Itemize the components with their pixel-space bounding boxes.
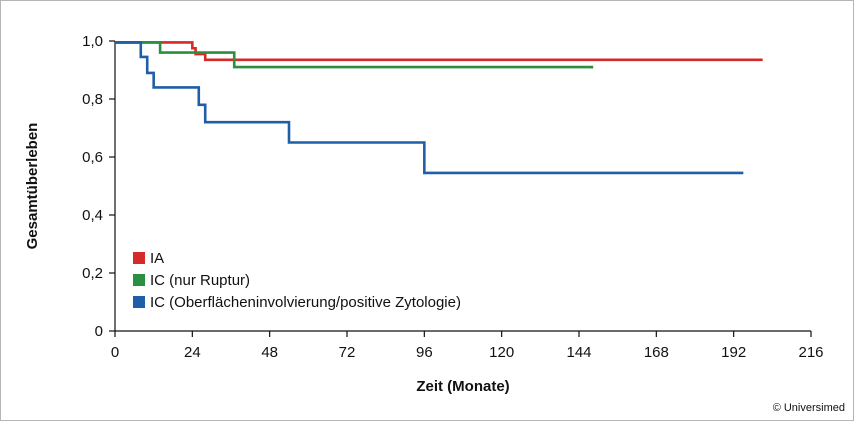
- y-tick-label: 1,0: [82, 33, 103, 50]
- legend: IA IC (nur Ruptur) IC (Oberflächeninvolvie…: [133, 250, 461, 311]
- y-tick-label: 0,8: [82, 91, 103, 108]
- credit-text: © Universimed: [773, 402, 845, 414]
- x-tick-label: 0: [111, 344, 119, 361]
- x-tick-label: 120: [489, 344, 514, 361]
- x-tick-label: 96: [416, 344, 433, 361]
- legend-swatch: [133, 252, 145, 264]
- x-tick-label: 216: [798, 344, 823, 361]
- x-tick-label: 72: [339, 344, 356, 361]
- x-tick-label: 144: [566, 344, 591, 361]
- axes: [114, 41, 811, 332]
- series-lines: [115, 41, 763, 175]
- legend-label: IC (Oberflächeninvolvierung/positive Zyt…: [150, 294, 461, 311]
- series-line-3: [115, 41, 744, 175]
- x-tick-label: 192: [721, 344, 746, 361]
- y-ticks: 0 0,2 0,4 0,6 0,8 1,0: [82, 33, 115, 340]
- legend-label: IA: [150, 250, 164, 267]
- legend-label: IC (nur Ruptur): [150, 272, 250, 289]
- x-axis-title: Zeit (Monate): [416, 378, 509, 395]
- legend-swatch: [133, 274, 145, 286]
- series-line-2: [115, 41, 594, 69]
- x-tick-label: 48: [261, 344, 278, 361]
- y-tick-label: 0: [95, 323, 103, 340]
- legend-swatch: [133, 296, 145, 308]
- x-tick-label: 168: [644, 344, 669, 361]
- x-tick-label: 24: [184, 344, 201, 361]
- y-tick-label: 0,6: [82, 149, 103, 166]
- x-ticks: 0 24 48 72 96 120 144 168 192 216: [111, 331, 824, 361]
- y-tick-label: 0,2: [82, 265, 103, 282]
- series-line-1: [115, 41, 763, 62]
- y-tick-label: 0,4: [82, 207, 103, 224]
- y-axis-title: Gesamtüberleben: [24, 123, 41, 250]
